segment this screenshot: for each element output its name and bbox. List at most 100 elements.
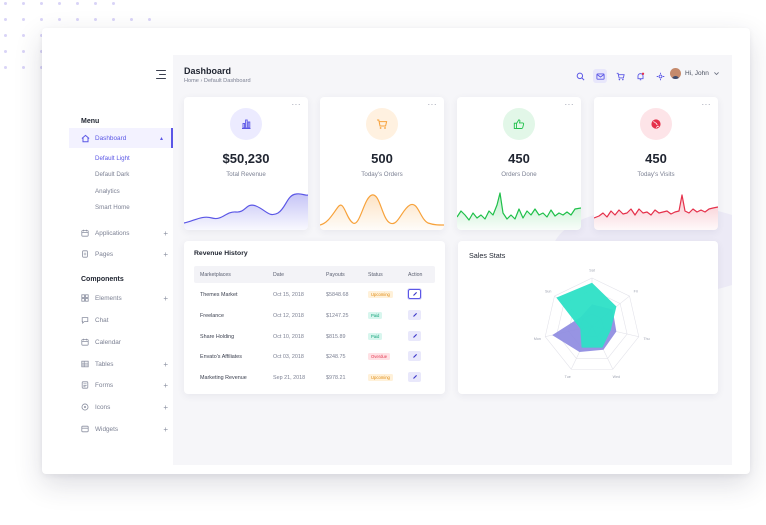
- menu-toggle-icon[interactable]: [154, 70, 166, 80]
- avatar: [670, 68, 681, 79]
- sidebar-subitem-default-light[interactable]: Default Light: [95, 155, 130, 162]
- edit-icon: [412, 333, 417, 338]
- column-header: Status: [368, 272, 383, 278]
- cell-marketplace: Marketing Revenue: [200, 375, 247, 381]
- orders-sparkline: [320, 194, 444, 230]
- radar-grid-ring: [544, 277, 640, 370]
- menu-section-title: Menu: [81, 118, 100, 125]
- widget-icon: [80, 424, 90, 434]
- plus-icon: +: [163, 402, 168, 412]
- sales-radar-chart: Sat Fri Thu Wed Tue Mon Sun: [534, 269, 650, 379]
- cell-date: Oct 12, 2018: [273, 313, 304, 319]
- column-header: Action: [408, 272, 423, 278]
- sidebar-item-applications[interactable]: Applications +: [69, 223, 173, 243]
- table-row: Share Holding Oct 10, 2018 $815.89 Paid: [194, 327, 435, 347]
- breadcrumb-home-link[interactable]: Home: [184, 78, 199, 84]
- more-options-icon[interactable]: ···: [291, 100, 301, 109]
- sidebar-item-tables[interactable]: Tables +: [69, 354, 173, 374]
- sidebar-item-chat[interactable]: Chat: [69, 310, 173, 330]
- stat-card-total-revenue: ··· $50,230 Total Revenue: [184, 97, 308, 230]
- main-content: Dashboard Home › Default Dashboard: [173, 55, 732, 465]
- edit-icon: [412, 374, 417, 379]
- chat-icon: [80, 315, 90, 325]
- sidebar-item-widgets[interactable]: Widgets +: [69, 419, 173, 439]
- cart-icon: [366, 108, 398, 140]
- status-badge: Upcoming: [368, 291, 393, 298]
- stat-value: 500: [371, 151, 393, 166]
- sidebar-subitem-default-dark[interactable]: Default Dark: [95, 171, 130, 178]
- sidebar-item-elements[interactable]: Elements +: [69, 288, 173, 308]
- more-options-icon[interactable]: ···: [427, 100, 437, 109]
- cell-date: Oct 10, 2018: [273, 334, 304, 340]
- more-options-icon[interactable]: ···: [701, 100, 711, 109]
- search-icon[interactable]: [573, 69, 587, 83]
- sidebar-item-label: Calendar: [95, 338, 121, 346]
- cell-payout: $815.89: [326, 334, 346, 340]
- cell-date: Oct 03, 2018: [273, 354, 304, 360]
- orders-done-sparkline: [457, 192, 581, 230]
- revenue-history-card: Revenue History Marketplaces Date Payout…: [184, 241, 445, 394]
- sidebar-item-label: Elements: [95, 294, 122, 302]
- user-menu[interactable]: Hi, John: [670, 68, 720, 79]
- visits-sparkline: [594, 194, 718, 230]
- edit-icon: [412, 291, 417, 296]
- status-badge: Overdue: [368, 353, 391, 360]
- cart-icon[interactable]: [613, 69, 627, 83]
- user-greeting: Hi, John: [685, 70, 709, 77]
- radar-axis-label: Thu: [643, 337, 649, 341]
- grid-icon: [80, 293, 90, 303]
- cell-payout: $978.21: [326, 375, 346, 381]
- radar-grid-ring: [556, 289, 628, 359]
- more-options-icon[interactable]: ···: [564, 100, 574, 109]
- chevron-down-icon: [713, 72, 719, 76]
- radar-axis-label: Tue: [565, 375, 571, 379]
- decorative-dot-grid: [0, 0, 160, 80]
- edit-button[interactable]: [408, 351, 421, 361]
- sidebar-item-label: Tables: [95, 360, 114, 368]
- chevron-up-icon: ▴: [159, 135, 163, 142]
- sidebar-item-label: Widgets: [95, 425, 119, 433]
- pages-icon: [80, 249, 90, 259]
- components-section-title: Components: [81, 276, 124, 283]
- edit-button[interactable]: [408, 331, 421, 341]
- sidebar-item-calendar[interactable]: Calendar: [69, 332, 173, 352]
- mail-icon[interactable]: [593, 69, 607, 83]
- settings-icon[interactable]: [653, 69, 667, 83]
- table-icon: [80, 359, 90, 369]
- sidebar-item-label: Icons: [95, 403, 111, 411]
- plus-icon: +: [163, 380, 168, 390]
- edit-button[interactable]: [408, 289, 421, 299]
- plus-icon: +: [163, 293, 168, 303]
- cell-marketplace: Themes Market: [200, 292, 238, 298]
- sidebar-item-label: Forms: [95, 381, 114, 389]
- revenue-sparkline: [184, 193, 308, 230]
- bell-icon[interactable]: [633, 69, 647, 83]
- sidebar-subitem-analytics[interactable]: Analytics: [95, 188, 120, 195]
- app-screen: Menu Dashboard ▴ Default Light Default D…: [50, 55, 732, 465]
- sidebar-item-forms[interactable]: Forms +: [69, 375, 173, 395]
- plus-icon: +: [163, 424, 168, 434]
- edit-icon: [412, 353, 417, 358]
- status-badge: Upcoming: [368, 374, 393, 381]
- sidebar-item-label: Dashboard: [95, 134, 127, 142]
- edit-icon: [412, 312, 417, 317]
- sidebar-item-icons[interactable]: Icons +: [69, 397, 173, 417]
- plus-icon: +: [163, 249, 168, 259]
- revenue-history-title: Revenue History: [194, 250, 248, 257]
- sales-stats-title: Sales Stats: [469, 251, 506, 260]
- stat-value: 450: [508, 151, 530, 166]
- edit-button[interactable]: [408, 372, 421, 382]
- stat-card-todays-visits: ··· 450 Today's Visits: [594, 97, 718, 230]
- column-header: Payouts: [326, 272, 345, 278]
- cell-payout: $1247.25: [326, 313, 349, 319]
- sidebar-subitem-smart-home[interactable]: Smart Home: [95, 204, 130, 211]
- stat-card-todays-orders: ··· 500 Today's Orders: [320, 97, 444, 230]
- calendar-icon: [80, 228, 90, 238]
- cell-marketplace: Freelance: [200, 313, 224, 319]
- cell-date: Oct 15, 2018: [273, 292, 304, 298]
- sidebar-item-pages[interactable]: Pages +: [69, 244, 173, 264]
- sidebar-item-dashboard[interactable]: Dashboard ▴: [69, 128, 173, 148]
- edit-button[interactable]: [408, 310, 421, 320]
- cell-payout: $248.75: [326, 354, 346, 360]
- sidebar-item-label: Applications: [95, 229, 130, 237]
